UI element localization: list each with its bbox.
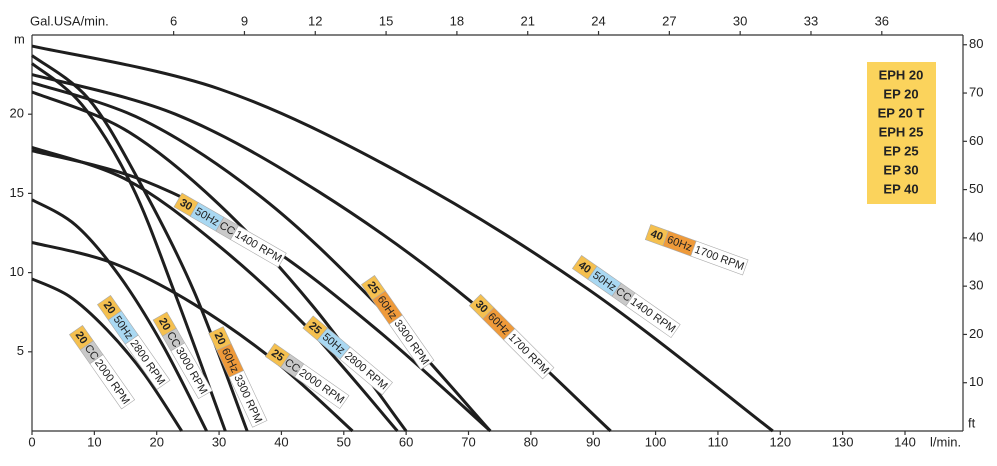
- x-tick-label: 0: [28, 434, 35, 449]
- y2-tick-label: 80: [969, 36, 983, 51]
- tag-box: [170, 342, 213, 400]
- tag-size: 40: [649, 228, 665, 243]
- x-tick-label: 40: [274, 434, 288, 449]
- tag-box: [228, 370, 268, 428]
- tag-rpm: 2000 RPM: [92, 357, 132, 406]
- y2-tick-label: 60: [969, 133, 983, 148]
- x2-tick-label: 6: [170, 13, 177, 28]
- tag-box: [690, 240, 749, 276]
- x2-tick-label: 24: [591, 13, 605, 28]
- model-name: EP 20: [883, 86, 918, 101]
- tag-box: [294, 363, 350, 410]
- model-name: EPH 25: [879, 124, 924, 139]
- x2-tick-label: 9: [241, 13, 248, 28]
- x-tick-label: 90: [586, 434, 600, 449]
- x2-tick-label: 15: [379, 13, 393, 28]
- x-tick-label: 60: [399, 434, 413, 449]
- x-tick-label: 100: [645, 434, 667, 449]
- x2-tick-label: 27: [662, 13, 676, 28]
- model-name: EP 40: [883, 181, 918, 196]
- tag-rpm: 1700 RPM: [506, 331, 551, 376]
- tag-box: [503, 328, 555, 380]
- x-tick-label: 30: [212, 434, 226, 449]
- tag-size: 40: [576, 259, 593, 276]
- tag-size: 20: [73, 329, 90, 346]
- pump-curve: [31, 198, 208, 432]
- x-tick-label: 10: [87, 434, 101, 449]
- x-tick-label: 80: [524, 434, 538, 449]
- x-tick-label: 130: [832, 434, 854, 449]
- y2-tick-label: 50: [969, 181, 983, 196]
- curve-label: 40 60Hz 1700 RPM: [644, 224, 749, 276]
- pump-curve: [31, 149, 492, 433]
- tag-box: [388, 314, 435, 370]
- y2-tick-label: 40: [969, 229, 983, 244]
- x2-tick-label: 12: [308, 13, 322, 28]
- tag-rpm: 1400 RPM: [628, 296, 677, 336]
- x2-axis-title: Gal.USA/min.: [30, 13, 109, 28]
- y2-tick-label: 70: [969, 84, 983, 99]
- tag-box: [230, 225, 287, 268]
- x-tick-label: 110: [708, 434, 729, 449]
- model-name: EP 25: [883, 143, 918, 158]
- tag-rpm: 1400 RPM: [233, 229, 284, 265]
- y-tick-label: 15: [10, 185, 24, 200]
- model-box: EPH 20 EP 20 EP 20 T EPH 25 EP 25 EP 30 EP 40: [867, 62, 936, 204]
- tag-box: [124, 334, 171, 390]
- y2-tick-label: 20: [969, 326, 983, 341]
- y2-tick-label: 30: [969, 278, 983, 293]
- pump-curve: [31, 241, 354, 433]
- model-name: EPH 20: [879, 67, 924, 82]
- pump-curve: [31, 90, 408, 432]
- tag-size: 20: [156, 316, 173, 333]
- x2-tick-label: 33: [804, 13, 818, 28]
- x2-tick-label: 30: [733, 13, 747, 28]
- tag-rpm: 2800 RPM: [342, 350, 390, 393]
- pump-curve: [31, 146, 399, 432]
- y-tick-label: 10: [10, 264, 24, 279]
- x2-tick-label: 18: [450, 13, 464, 28]
- tag-box: [339, 346, 393, 396]
- y2-tick-label: 10: [969, 374, 983, 389]
- x-tick-label: 120: [769, 434, 791, 449]
- y-tick-label: 5: [17, 343, 24, 358]
- x-tick-label: 20: [149, 434, 163, 449]
- x-tick-label: 50: [337, 434, 351, 449]
- tag-size: 20: [101, 299, 118, 316]
- pump-curve: [31, 277, 183, 432]
- model-name: EP 20 T: [878, 105, 925, 120]
- tag-box: [625, 292, 681, 339]
- tag-box: [89, 354, 136, 410]
- tag-size: 25: [365, 279, 382, 296]
- x2-tick-label: 21: [520, 13, 534, 28]
- tag-size: 20: [212, 331, 228, 347]
- y2-axis-title: ft: [968, 415, 976, 430]
- x-tick-label: 140: [894, 434, 916, 449]
- pump-curve: [31, 44, 774, 433]
- tag-size: 30: [178, 197, 195, 214]
- tag-size: 25: [269, 347, 286, 364]
- x-axis-title: l/min.: [930, 434, 961, 449]
- x-tick-label: 70: [461, 434, 475, 449]
- model-name: EP 30: [883, 162, 918, 177]
- model-box-bg: [867, 62, 936, 204]
- y-tick-label: 20: [10, 106, 24, 121]
- y-axis-title: m: [14, 31, 25, 46]
- x2-tick-label: 36: [875, 13, 889, 28]
